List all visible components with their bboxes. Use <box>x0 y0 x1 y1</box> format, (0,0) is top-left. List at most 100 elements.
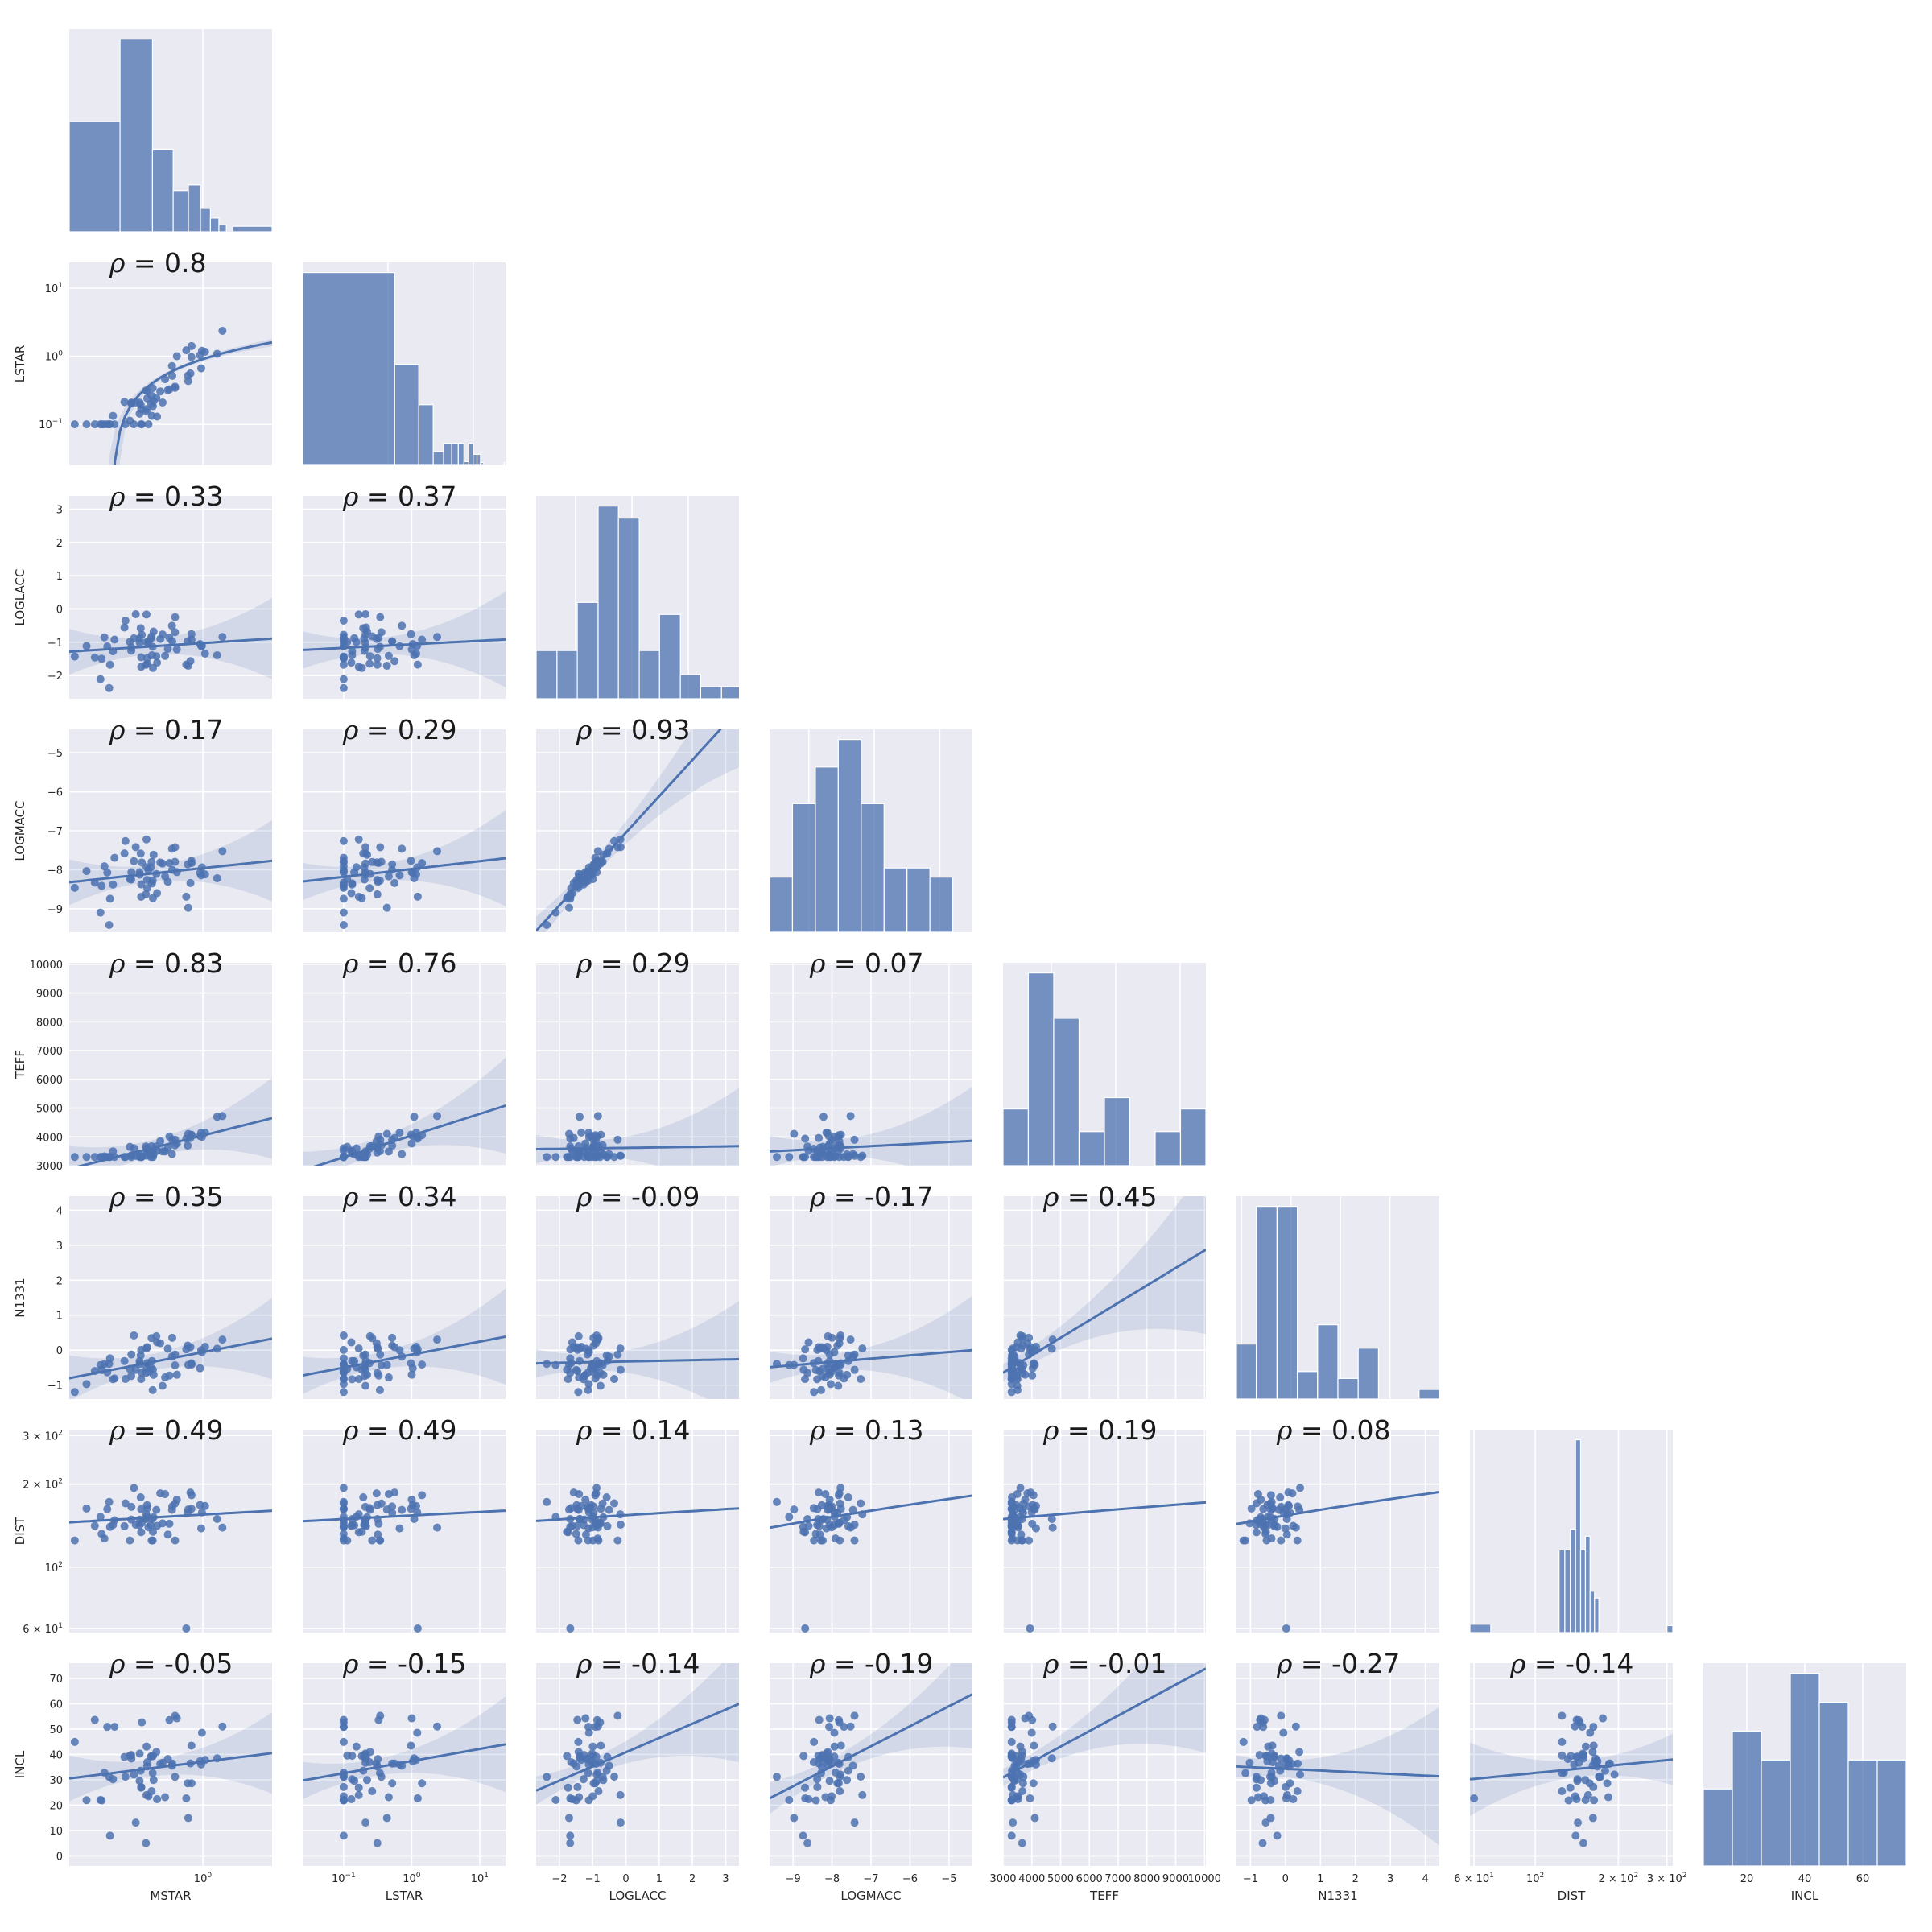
scatter-point <box>135 870 144 879</box>
scatter-point <box>390 1343 399 1352</box>
scatter-point <box>1574 1818 1583 1827</box>
scatter-point <box>339 1345 348 1354</box>
scatter-point <box>1026 1759 1035 1768</box>
scatter-point <box>357 663 366 672</box>
scatter-point <box>339 642 348 650</box>
scatter-point <box>825 1370 834 1379</box>
scatter-point <box>1590 1796 1599 1805</box>
x-tick-label: 5000 <box>1047 1873 1074 1885</box>
scatter-point <box>1026 1794 1034 1802</box>
scatter-point <box>100 862 109 871</box>
scatter-point <box>147 632 156 641</box>
scatter-point <box>376 1711 385 1720</box>
scatter-point <box>433 847 442 856</box>
scatter-point <box>105 1497 114 1506</box>
scatter-point <box>1257 1714 1265 1723</box>
scatter-point <box>184 377 192 386</box>
scatter-point <box>1018 1839 1026 1847</box>
scatter-point <box>407 1130 415 1139</box>
scatter-point <box>598 1773 607 1781</box>
scatter-point <box>413 660 422 669</box>
rho-label: ρ = 0.08 <box>1276 1414 1391 1446</box>
scatter-point <box>418 1360 427 1369</box>
regression-line <box>303 638 506 651</box>
scatter-point <box>433 1335 442 1344</box>
scatter-point <box>790 1129 799 1138</box>
scatter-point <box>109 1375 118 1384</box>
scatter-point <box>1284 1759 1293 1768</box>
rho-label: ρ = 0.33 <box>109 481 224 512</box>
scatter-point <box>576 1356 584 1365</box>
hist-bar <box>1053 1018 1080 1166</box>
scatter-point <box>354 1344 363 1353</box>
scatter-point <box>815 1715 824 1724</box>
scatter-point <box>167 844 176 853</box>
scatter-point <box>348 1356 357 1365</box>
scatter-point <box>70 1153 79 1162</box>
y-tick-label: 40 <box>49 1749 63 1761</box>
scatter-point <box>846 1335 855 1344</box>
scatter-point <box>584 1380 593 1389</box>
x-tick-label: 102 <box>1526 1872 1544 1885</box>
scatter-point <box>1255 1751 1264 1760</box>
scatter-point <box>372 1489 381 1498</box>
scatter-point <box>1048 1523 1057 1532</box>
scatter-point <box>1277 1711 1286 1720</box>
scatter-point <box>803 1142 812 1151</box>
scatter-point <box>850 1365 859 1374</box>
scatter-point <box>136 849 145 858</box>
scatter-point <box>218 633 227 642</box>
scatter-point <box>573 1715 582 1724</box>
scatter-point <box>142 1742 151 1751</box>
scatter-point <box>172 1139 181 1148</box>
scatter-point <box>197 1133 206 1141</box>
scatter-point <box>398 1352 407 1361</box>
scatter-point <box>773 1497 782 1506</box>
scatter-panel-n1331-vs-mstar: ρ = 0.35 −1 0 1 2 3 4 N1331 <box>13 1181 272 1399</box>
scatter-point <box>1571 1831 1580 1840</box>
scatter-point <box>172 645 181 654</box>
y-tick-label: 4 <box>56 1205 63 1217</box>
scatter-point <box>165 634 174 642</box>
scatter-point <box>213 1113 221 1121</box>
scatter-point <box>1048 1335 1057 1344</box>
hist-panel-n1331 <box>1236 1196 1439 1399</box>
scatter-point <box>616 1790 625 1799</box>
scatter-point <box>130 1770 138 1779</box>
y-tick-label: −8 <box>47 865 63 877</box>
scatter-point <box>384 1793 393 1802</box>
scatter-point <box>1267 1497 1276 1506</box>
scatter-point <box>187 353 196 361</box>
scatter-point <box>339 894 348 903</box>
scatter-point <box>857 1773 865 1781</box>
hist-bar <box>1818 1701 1849 1866</box>
scatter-point <box>147 1536 156 1545</box>
scatter-point <box>1558 1737 1567 1746</box>
scatter-point <box>352 638 361 646</box>
scatter-point <box>70 883 79 892</box>
scatter-point <box>218 1335 227 1344</box>
scatter-point <box>588 1144 597 1153</box>
scatter-point <box>1603 1779 1612 1788</box>
scatter-point <box>857 1375 865 1384</box>
scatter-point <box>1007 1530 1016 1538</box>
scatter-point <box>597 1741 605 1750</box>
hist-bar <box>791 803 816 932</box>
scatter-point <box>142 835 151 844</box>
hist-bar <box>1337 1377 1359 1399</box>
scatter-point <box>1266 1491 1275 1500</box>
y-tick-label: −6 <box>47 787 63 799</box>
scatter-point <box>835 1368 844 1377</box>
hist-bar <box>861 803 885 932</box>
scatter-point <box>121 836 130 845</box>
scatter-point <box>70 420 79 429</box>
scatter-point <box>110 635 119 644</box>
scatter-point <box>1588 1761 1597 1770</box>
scatter-point <box>70 1737 79 1746</box>
scatter-point <box>823 1360 832 1368</box>
scatter-point <box>1295 1748 1304 1757</box>
scatter-point <box>127 1153 136 1162</box>
x-tick-label: −6 <box>902 1873 918 1885</box>
scatter-point <box>594 1787 603 1796</box>
scatter-point <box>339 1331 348 1340</box>
